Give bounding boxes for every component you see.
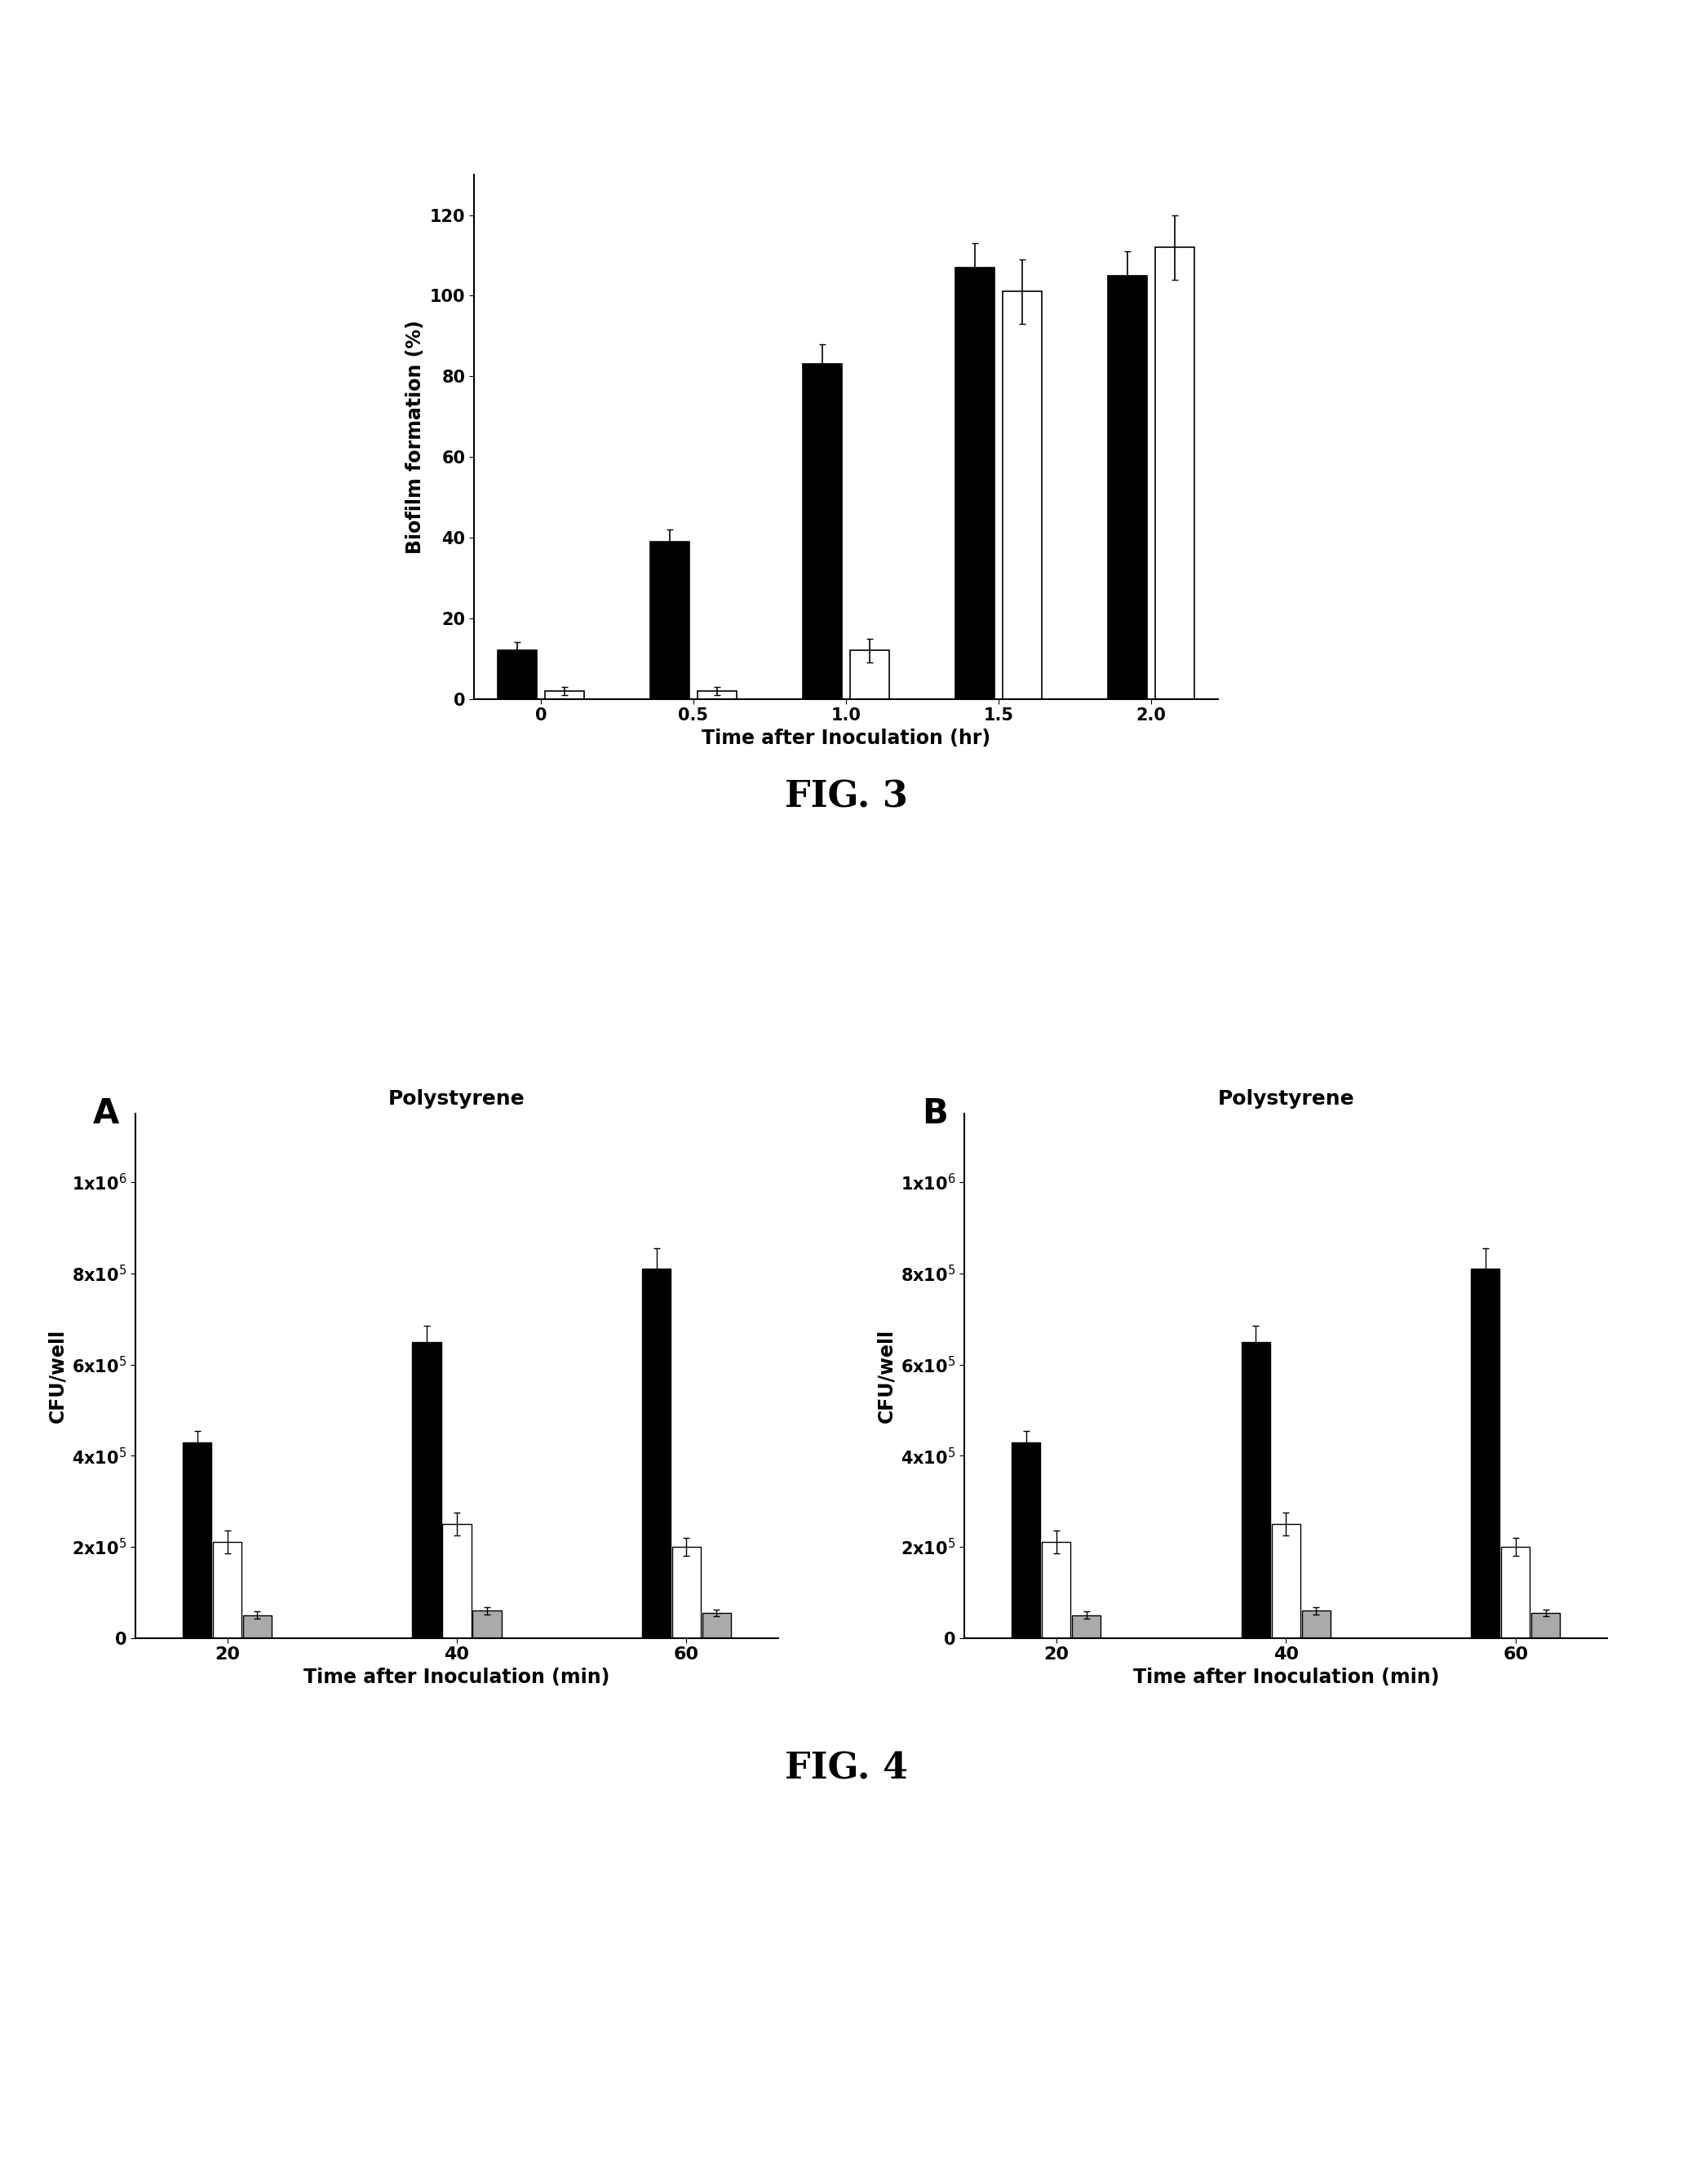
Y-axis label: Biofilm formation (%): Biofilm formation (%)	[406, 319, 425, 555]
Bar	[1301, 1610, 1330, 1638]
Text: A: A	[93, 1096, 120, 1131]
Bar	[497, 651, 536, 699]
Bar	[697, 690, 738, 699]
Bar	[650, 542, 689, 699]
Bar	[1073, 1616, 1101, 1638]
Bar	[183, 1441, 212, 1638]
Title: Polystyrene: Polystyrene	[1218, 1090, 1354, 1109]
Title: Polystyrene: Polystyrene	[389, 1090, 525, 1109]
Bar	[954, 266, 995, 699]
Bar	[1242, 1341, 1271, 1638]
Bar	[641, 1269, 670, 1638]
Bar	[672, 1546, 700, 1638]
Bar	[413, 1341, 442, 1638]
Y-axis label: CFU/well: CFU/well	[47, 1328, 68, 1424]
Text: B: B	[922, 1096, 948, 1131]
Bar	[472, 1610, 501, 1638]
Bar	[443, 1524, 470, 1638]
Bar	[1012, 1441, 1041, 1638]
Bar	[1042, 1542, 1071, 1638]
Bar	[1003, 293, 1042, 699]
Bar	[1108, 275, 1147, 699]
Text: FIG. 3: FIG. 3	[785, 780, 907, 815]
Text: FIG. 4: FIG. 4	[785, 1752, 907, 1787]
Bar	[1272, 1524, 1299, 1638]
Bar	[1156, 247, 1195, 699]
Y-axis label: CFU/well: CFU/well	[876, 1328, 897, 1424]
Bar	[1470, 1269, 1499, 1638]
Bar	[802, 365, 843, 699]
Bar	[213, 1542, 242, 1638]
Bar	[1531, 1614, 1560, 1638]
X-axis label: Time after Inoculation (hr): Time after Inoculation (hr)	[702, 727, 990, 747]
Bar	[702, 1614, 731, 1638]
X-axis label: Time after Inoculation (min): Time after Inoculation (min)	[1134, 1666, 1438, 1686]
Bar	[244, 1616, 272, 1638]
Bar	[849, 651, 890, 699]
Bar	[1501, 1546, 1530, 1638]
Bar	[545, 690, 584, 699]
X-axis label: Time after Inoculation (min): Time after Inoculation (min)	[305, 1666, 609, 1686]
